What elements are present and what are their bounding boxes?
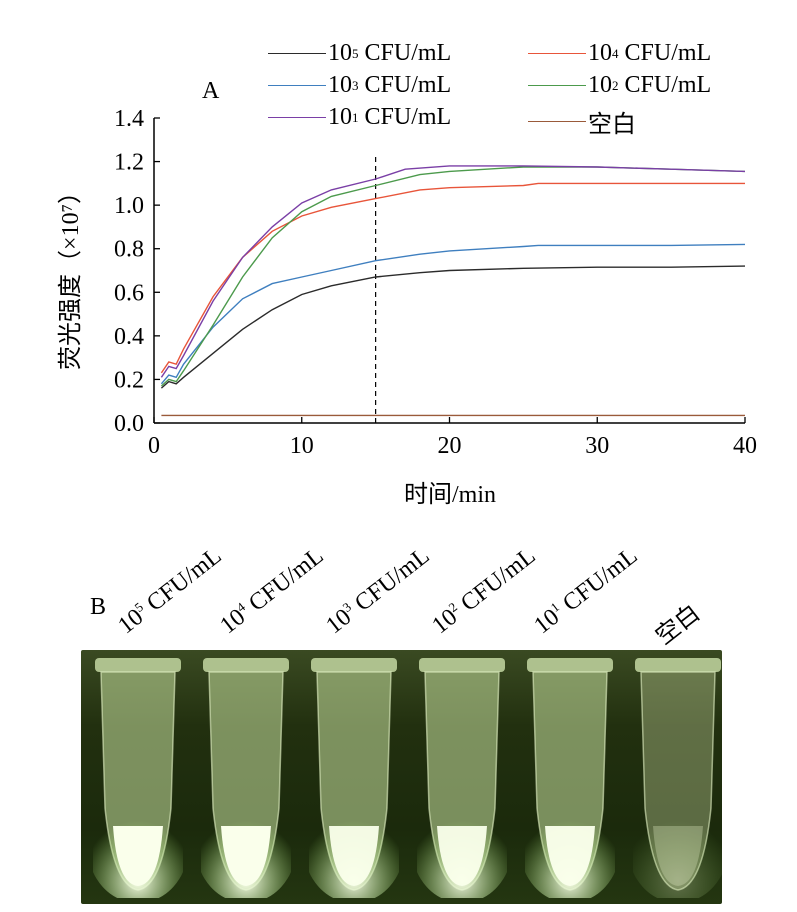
y-tick-label: 1.0 [114, 193, 144, 219]
y-axis-label: 荧光强度（×10⁷） [57, 180, 84, 370]
series-line-4 [160, 165, 746, 378]
series-line-0 [160, 265, 746, 389]
x-axis-label: 时间/min [404, 481, 496, 508]
chart-series-layer [160, 165, 746, 417]
legend-swatch [528, 53, 586, 54]
legend-label-unit: CFU/mL [358, 104, 452, 130]
legend-item: 10 5 CFU/mL [268, 40, 451, 67]
legend-label-exp: 5 [352, 45, 359, 61]
y-tick-label: 0.2 [114, 367, 144, 393]
x-tick-label: 0 [148, 433, 160, 459]
legend-label-base: 10 [328, 104, 352, 130]
legend-swatch [268, 53, 326, 54]
tube-label: 104 CFU/mL [215, 542, 329, 640]
legend-swatch [528, 85, 586, 86]
tube-label-unit: CFU/mL [239, 542, 329, 621]
tube-label-unit: CFU/mL [345, 542, 435, 621]
tube-label-unit: CFU/mL [553, 542, 643, 621]
fluorescence-chart: 0 10 20 30 40 0.0 0.2 0.4 0.6 0.8 1.0 1.2 1.4 时间/min… [57, 106, 757, 508]
pcr-tube [201, 658, 291, 898]
legend-label-base: 10 [588, 40, 612, 66]
legend-label-unit: CFU/mL [618, 72, 712, 98]
tube-label-base: 空白 [651, 600, 706, 651]
x-tick-label: 40 [733, 433, 757, 459]
x-tick-label: 20 [438, 433, 462, 459]
series-line-3 [160, 166, 746, 387]
legend-label-unit: CFU/mL [358, 72, 452, 98]
tube-label-unit: CFU/mL [137, 542, 227, 621]
pcr-tube [525, 658, 615, 898]
tube-label: 空白 [646, 594, 705, 651]
series-line-1 [160, 182, 745, 374]
pcr-tube [417, 658, 507, 898]
legend-label-unit: CFU/mL [618, 40, 712, 66]
series-line-2 [160, 243, 746, 385]
pcr-tube [93, 658, 183, 898]
legend-item: 10 1 CFU/mL [268, 104, 451, 131]
panel-a-label: A [202, 78, 220, 104]
legend-swatch [268, 85, 326, 86]
y-tick-label: 0.8 [114, 237, 144, 263]
chart-tick-layer: 0 10 20 30 40 0.0 0.2 0.4 0.6 0.8 1.0 1.2 1.4 [114, 106, 757, 459]
legend-item: 10 3 CFU/mL [268, 72, 451, 99]
y-tick-label: 1.4 [114, 106, 144, 132]
legend-label-base: 10 [328, 72, 352, 98]
pcr-tube [309, 658, 399, 898]
tube-label: 105 CFU/mL [113, 542, 227, 640]
legend-label-exp: 4 [612, 45, 619, 61]
tube-label: 101 CFU/mL [529, 542, 643, 640]
legend-label-exp: 1 [352, 109, 359, 125]
legend-label-base: 10 [588, 72, 612, 98]
y-tick-label: 1.2 [114, 150, 144, 176]
tube-label-unit: CFU/mL [451, 542, 541, 621]
y-tick-label: 0.4 [114, 324, 144, 350]
tube-label: 102 CFU/mL [427, 542, 541, 640]
legend-swatch [528, 121, 586, 122]
x-tick-label: 30 [585, 433, 609, 459]
legend-item: 10 2 CFU/mL [528, 72, 711, 99]
legend-item: 空白 [528, 104, 636, 139]
legend-label-unit: CFU/mL [358, 40, 452, 66]
y-tick-label: 0.6 [114, 280, 144, 306]
panel-b-label: B [90, 594, 107, 620]
tube-photo [81, 650, 722, 904]
y-tick-label: 0.0 [114, 411, 144, 437]
legend-label-base: 空白 [588, 112, 636, 138]
tube-label: 103 CFU/mL [321, 542, 435, 640]
pcr-tube [633, 658, 722, 898]
legend-label-exp: 3 [352, 77, 359, 93]
legend-swatch [268, 117, 326, 118]
legend-label-base: 10 [328, 40, 352, 66]
legend-label-exp: 2 [612, 77, 619, 93]
x-tick-label: 10 [290, 433, 314, 459]
legend-item: 10 4 CFU/mL [528, 40, 711, 67]
